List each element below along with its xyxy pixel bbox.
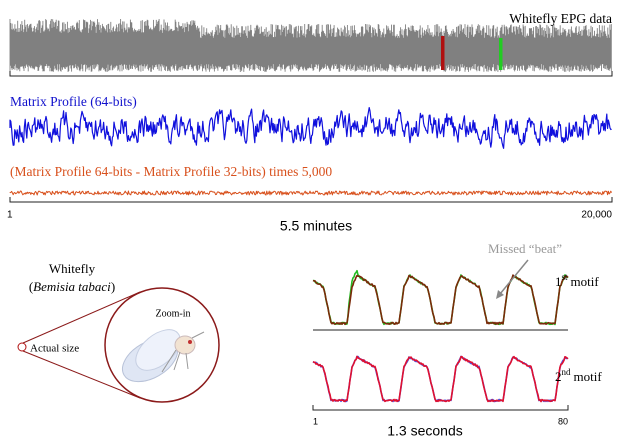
axis-end: 20,000 [581, 210, 612, 221]
actual-size: Actual size [30, 343, 79, 355]
motif-axis-caption: 1.3 seconds [387, 423, 463, 437]
epg-label: Whitefly EPG data [509, 11, 612, 26]
missed-beat: Missed “beat” [488, 241, 562, 256]
num: 1 [555, 274, 562, 289]
epg-trace [9, 19, 612, 72]
actual-size-circle [17, 342, 27, 352]
num: 2 [555, 369, 562, 384]
epg-bracket [9, 71, 613, 77]
insect-name: Whitefly [49, 261, 96, 276]
axis-caption: 5.5 minutes [280, 218, 352, 234]
species-name: Bemisia tabaci [33, 279, 111, 294]
motif-2-traces [312, 355, 569, 403]
top-axis [9, 197, 613, 203]
suffix: st [562, 272, 569, 282]
trace [9, 190, 613, 196]
motif-axis-end: 80 [558, 416, 568, 426]
trace [312, 274, 569, 326]
zoom-line [22, 350, 141, 399]
motif-1-label: 1st motif [555, 272, 599, 289]
zoom-line [22, 291, 141, 344]
suffix: nd [562, 367, 572, 377]
arrow-head [496, 290, 504, 299]
arrow [499, 259, 529, 295]
red-marker [441, 36, 445, 70]
diff-trace [9, 190, 613, 196]
trace [9, 19, 612, 72]
word: motif [571, 274, 600, 289]
zoom-label: Zoom-in [156, 308, 191, 319]
paren: ( [29, 279, 33, 294]
whitefly-drawing [122, 329, 205, 383]
mp64-label: Matrix Profile (64-bits) [10, 94, 137, 109]
paren: ) [111, 279, 115, 294]
word: motif [574, 369, 603, 384]
trace [312, 355, 569, 403]
axis-start: 1 [7, 210, 13, 221]
motif-1-traces [312, 269, 569, 326]
motif-2-axis [312, 405, 569, 411]
diff-label: (Matrix Profile 64-bits - Matrix Profile… [10, 164, 332, 179]
motif-axis-start: 1 [313, 416, 318, 426]
motif-2-label: 2nd motif [555, 367, 602, 384]
mp-trace [9, 107, 612, 149]
species: (Bemisia tabaci) [29, 279, 115, 294]
green-marker [499, 38, 503, 70]
trace [9, 107, 612, 149]
trace [312, 355, 569, 403]
